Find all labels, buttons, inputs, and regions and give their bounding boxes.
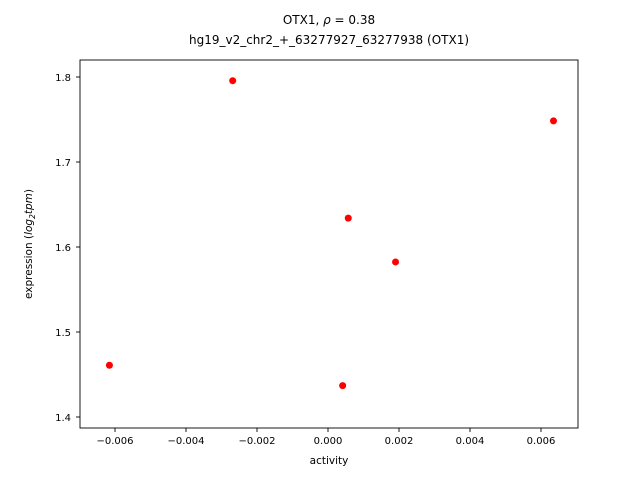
y-label-suffix: ) [23, 189, 35, 193]
y-axis-ticks [76, 76, 80, 418]
y-label-log: log [23, 219, 35, 235]
y-tick-label: 1.5 [55, 328, 71, 339]
axes-background [80, 60, 578, 428]
y-axis-tick-labels: 1.4 1.5 1.6 1.7 1.8 [55, 73, 71, 424]
x-tick-label: 0.002 [385, 436, 414, 447]
y-label-unit: tpm [23, 193, 35, 214]
data-point [339, 382, 347, 390]
title-gene-prefix: OTX1, [283, 13, 323, 27]
data-point [344, 214, 352, 222]
y-tick-label: 1.8 [55, 73, 71, 84]
title-rho-value: = 0.38 [331, 13, 375, 27]
x-tick-label: 0.000 [314, 436, 343, 447]
plot-subtitle-line2: hg19_v2_chr2_+_63277927_63277938 (OTX1) [189, 33, 469, 47]
x-tick-label: −0.006 [96, 436, 133, 447]
x-axis-ticks [114, 428, 542, 432]
y-label-prefix: expression ( [23, 235, 35, 299]
data-point [105, 361, 113, 369]
y-label-subscript: 2 [28, 214, 37, 219]
x-tick-label: 0.004 [456, 436, 485, 447]
y-tick-label: 1.6 [55, 243, 71, 254]
x-axis-label: activity [310, 455, 349, 467]
x-tick-label: −0.004 [167, 436, 204, 447]
x-tick-label: 0.006 [527, 436, 556, 447]
plot-title-line1: OTX1, ρ = 0.38 [283, 13, 375, 27]
y-axis-label: expression (log2tpm) [23, 189, 37, 299]
data-point [392, 258, 400, 266]
y-tick-label: 1.7 [55, 158, 71, 169]
y-tick-label: 1.4 [55, 413, 71, 424]
data-point [229, 77, 237, 85]
x-tick-label: −0.002 [238, 436, 275, 447]
data-point [549, 117, 557, 125]
data-points-layer [105, 77, 557, 390]
title-rho-symbol: ρ [323, 13, 331, 27]
axes-spines [79, 59, 579, 429]
x-axis-tick-labels: −0.006 −0.004 −0.002 0.000 0.002 0.004 0… [96, 436, 555, 447]
